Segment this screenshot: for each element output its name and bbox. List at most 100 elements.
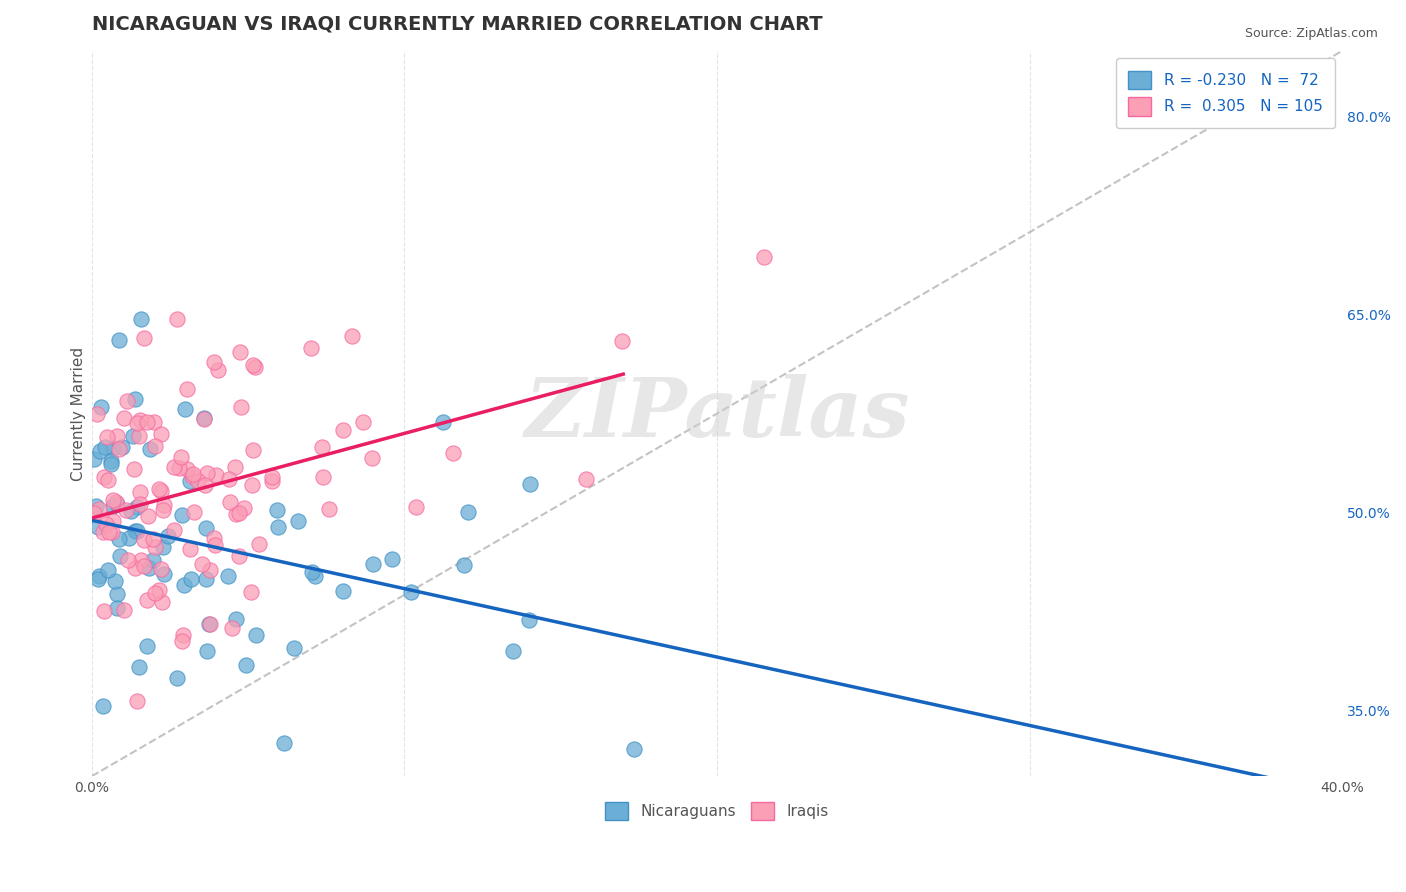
Iraqis	[204, 538, 226, 552]
Iraqis	[176, 462, 198, 476]
Iraqis	[170, 450, 193, 464]
Nicaraguans	[105, 497, 128, 511]
Nicaraguans	[153, 566, 176, 581]
Nicaraguans	[97, 563, 120, 577]
Iraqis	[86, 408, 108, 422]
Iraqis	[148, 482, 170, 496]
Nicaraguans	[217, 569, 239, 583]
Iraqis	[405, 500, 427, 514]
Nicaraguans	[129, 311, 152, 326]
Nicaraguans	[139, 442, 162, 457]
Nicaraguans	[517, 613, 540, 627]
Nicaraguans	[172, 508, 194, 522]
Iraqis	[242, 442, 264, 457]
Text: Source: ZipAtlas.com: Source: ZipAtlas.com	[1244, 27, 1378, 40]
Iraqis	[191, 558, 214, 572]
Iraqis	[134, 330, 156, 344]
Iraqis	[105, 428, 128, 442]
Nicaraguans	[122, 429, 145, 443]
Iraqis	[150, 595, 173, 609]
Iraqis	[179, 542, 201, 557]
Nicaraguans	[152, 540, 174, 554]
Iraqis	[167, 461, 190, 475]
Nicaraguans	[127, 500, 149, 514]
Nicaraguans	[502, 643, 524, 657]
Nicaraguans	[453, 558, 475, 573]
Nicaraguans	[235, 658, 257, 673]
Iraqis	[89, 502, 111, 516]
Nicaraguans	[457, 505, 479, 519]
Nicaraguans	[519, 477, 541, 491]
Nicaraguans	[120, 504, 142, 518]
Iraqis	[163, 523, 186, 537]
Iraqis	[149, 562, 172, 576]
Iraqis	[128, 429, 150, 443]
Iraqis	[229, 400, 252, 414]
Iraqis	[129, 552, 152, 566]
Iraqis	[198, 563, 221, 577]
Iraqis	[101, 525, 124, 540]
Iraqis	[143, 415, 166, 429]
Nicaraguans	[89, 444, 111, 458]
Iraqis	[219, 495, 242, 509]
Y-axis label: Currently Married: Currently Married	[72, 346, 86, 481]
Nicaraguans	[283, 640, 305, 655]
Nicaraguans	[245, 628, 267, 642]
Iraqis	[311, 440, 333, 454]
Nicaraguans	[197, 617, 219, 632]
Nicaraguans	[166, 671, 188, 685]
Iraqis	[205, 468, 228, 483]
Iraqis	[228, 506, 250, 520]
Iraqis	[136, 415, 159, 429]
Nicaraguans	[194, 572, 217, 586]
Iraqis	[752, 250, 775, 264]
Iraqis	[218, 472, 240, 486]
Nicaraguans	[136, 639, 159, 653]
Nicaraguans	[173, 578, 195, 592]
Nicaraguans	[142, 552, 165, 566]
Nicaraguans	[399, 585, 422, 599]
Iraqis	[107, 442, 129, 457]
Iraqis	[142, 532, 165, 546]
Iraqis	[181, 467, 204, 481]
Iraqis	[243, 359, 266, 374]
Nicaraguans	[93, 699, 115, 714]
Iraqis	[134, 533, 156, 548]
Iraqis	[194, 478, 217, 492]
Iraqis	[83, 506, 105, 520]
Iraqis	[115, 502, 138, 516]
Nicaraguans	[194, 521, 217, 535]
Iraqis	[152, 503, 174, 517]
Iraqis	[112, 603, 135, 617]
Iraqis	[176, 382, 198, 396]
Iraqis	[610, 334, 633, 349]
Iraqis	[239, 585, 262, 599]
Iraqis	[193, 412, 215, 426]
Iraqis	[221, 621, 243, 635]
Iraqis	[96, 430, 118, 444]
Iraqis	[187, 474, 209, 488]
Nicaraguans	[124, 524, 146, 539]
Iraqis	[247, 537, 270, 551]
Nicaraguans	[83, 452, 105, 467]
Iraqis	[136, 509, 159, 524]
Iraqis	[181, 468, 204, 483]
Iraqis	[166, 312, 188, 326]
Nicaraguans	[105, 587, 128, 601]
Iraqis	[112, 411, 135, 425]
Iraqis	[200, 616, 222, 631]
Iraqis	[117, 553, 139, 567]
Iraqis	[224, 459, 246, 474]
Nicaraguans	[304, 569, 326, 583]
Nicaraguans	[623, 742, 645, 756]
Nicaraguans	[108, 549, 131, 564]
Nicaraguans	[193, 411, 215, 425]
Nicaraguans	[100, 454, 122, 468]
Iraqis	[101, 514, 124, 528]
Nicaraguans	[432, 415, 454, 429]
Nicaraguans	[363, 557, 385, 571]
Iraqis	[240, 478, 263, 492]
Nicaraguans	[266, 503, 288, 517]
Nicaraguans	[87, 573, 110, 587]
Nicaraguans	[118, 531, 141, 545]
